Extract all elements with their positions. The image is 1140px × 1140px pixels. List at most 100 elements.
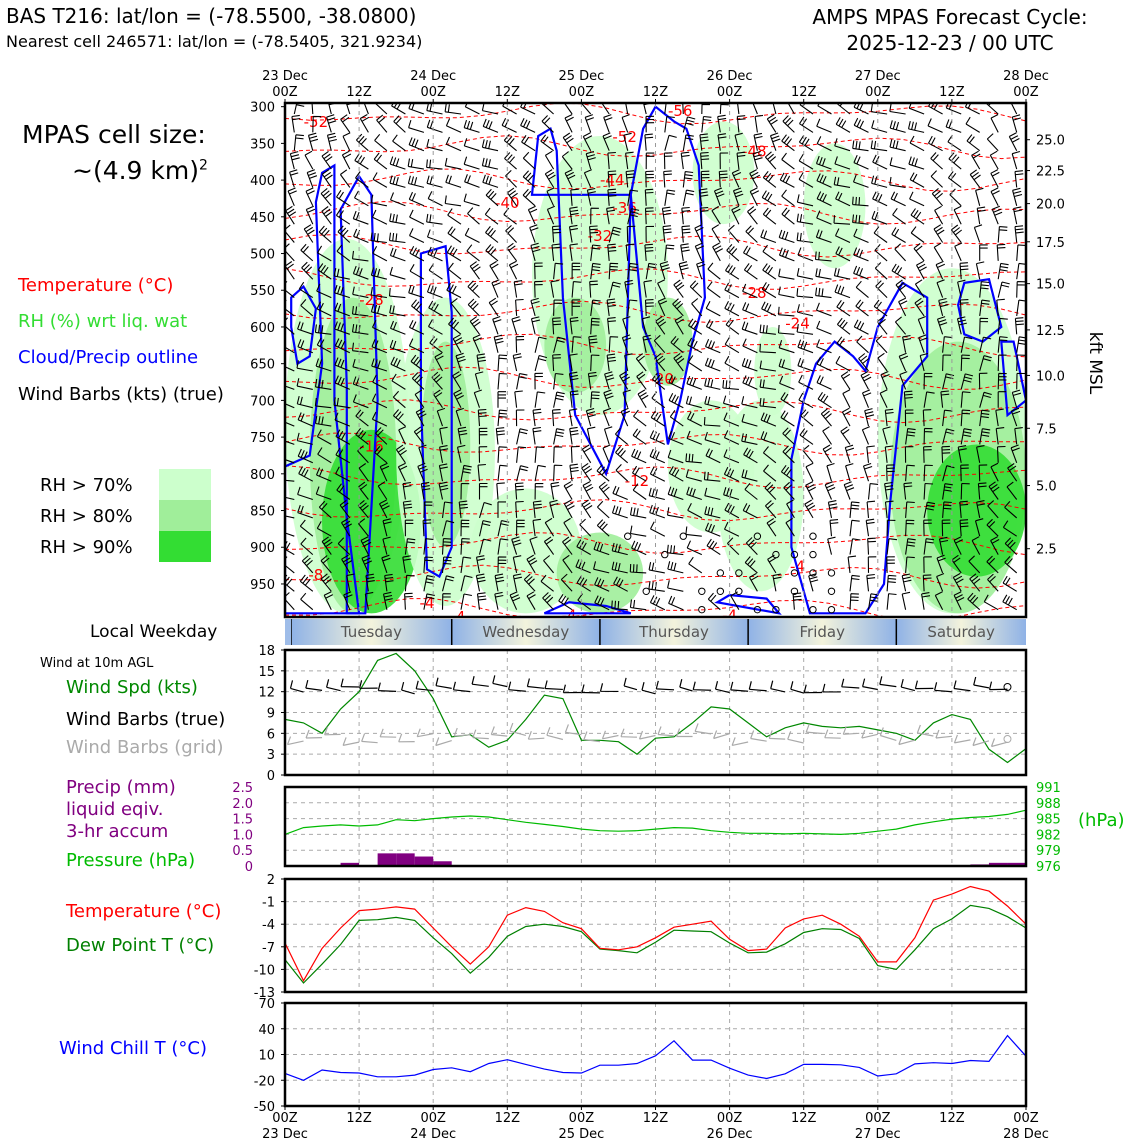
wind-barb <box>568 224 578 243</box>
wind-barb <box>950 224 963 243</box>
weekday-band <box>599 619 749 645</box>
wind-barb <box>300 299 314 317</box>
wind-barb <box>1004 537 1018 555</box>
wind-barb-true <box>599 683 619 693</box>
wind-barb <box>698 188 709 206</box>
wind-barb <box>815 302 832 317</box>
wind-barb <box>948 152 962 170</box>
wind-barb <box>596 500 610 519</box>
wind-barb <box>997 226 1008 243</box>
calm-wind-marker-grid <box>1003 735 1012 743</box>
wind-barb <box>409 245 425 262</box>
temperature-contour-label: -48 <box>742 142 767 160</box>
wind-barb <box>627 299 638 316</box>
main-y-tick-label: 550 <box>250 284 275 299</box>
wind-barb <box>398 426 407 445</box>
wind-barb <box>341 517 352 537</box>
wind-barb <box>601 103 610 115</box>
wind-barb <box>894 243 907 262</box>
wind-barb <box>843 481 855 500</box>
wind-barb-grid <box>286 736 304 746</box>
wind-barb <box>680 151 690 170</box>
wind-barb <box>602 132 612 151</box>
calm-wind-marker <box>790 569 799 577</box>
wind-barb <box>411 372 425 390</box>
wind-barb <box>871 120 888 133</box>
wind-barb-true <box>841 678 860 689</box>
wind-barb <box>550 481 560 500</box>
wind-barb <box>460 575 473 592</box>
precip-bar <box>414 856 434 866</box>
wind-barb <box>957 445 967 463</box>
legend-temperature: Temperature (°C) <box>18 275 174 296</box>
wind-barb <box>570 188 579 206</box>
wind-barb <box>456 444 466 463</box>
weekday-band <box>451 619 600 645</box>
wind-barb <box>608 226 622 243</box>
wind-barb <box>916 260 927 280</box>
wind-barb <box>534 372 543 390</box>
wind-barb <box>553 464 563 482</box>
wind-barb <box>438 463 448 482</box>
wind-barb <box>762 446 777 464</box>
wind-barb <box>316 283 332 299</box>
wind-barb <box>889 103 906 115</box>
wind-barb-grid <box>583 731 601 743</box>
wind-barb-grid <box>638 730 656 740</box>
wind-barb-true <box>401 681 415 695</box>
wind-barb <box>637 389 649 408</box>
wind-barb <box>512 555 522 574</box>
wind-barb <box>392 409 406 427</box>
main-y2-tick-label: 10.0 <box>1036 369 1065 384</box>
temperature-contour-label: -32 <box>588 227 613 245</box>
wind-barb <box>423 501 433 518</box>
wind-barb <box>516 465 529 482</box>
wind-barb <box>596 464 610 482</box>
wind-barb <box>372 172 388 188</box>
wind-barb <box>311 103 314 115</box>
wind-barb <box>476 353 486 372</box>
wind-barb <box>491 279 501 298</box>
wind-barb <box>436 407 446 427</box>
wind-barb <box>420 481 431 500</box>
legend-precip-3: 3-hr accum <box>66 821 169 842</box>
wind-barb <box>781 207 795 225</box>
cell-size-number: ~(4.9 km) <box>72 156 199 185</box>
precip-bar <box>988 862 1008 866</box>
wind-barb <box>629 599 647 611</box>
wind-barb <box>719 152 729 170</box>
wind-barb <box>685 453 702 464</box>
wind-barb <box>686 540 703 556</box>
panel-y-tick-label: -13 <box>254 986 275 1001</box>
wind-barb-true <box>679 679 693 692</box>
wind-barb <box>389 192 406 207</box>
temperature-contour <box>285 399 1026 424</box>
wind-barb <box>1011 114 1022 133</box>
wind-barb <box>285 317 295 335</box>
bottom-hour-label: 00Z <box>865 1111 891 1126</box>
wind-barb <box>481 103 499 115</box>
wind-barb <box>497 501 506 518</box>
wind-barb <box>960 336 973 353</box>
temperature-contour-label: -56 <box>668 102 693 120</box>
pressure-y2-tick-label: 991 <box>1036 781 1061 796</box>
wind-barb <box>516 428 528 445</box>
wind-barb-true <box>508 681 526 692</box>
wind-barb <box>816 118 832 133</box>
wind-barb <box>997 372 1007 390</box>
wind-barb <box>372 246 388 262</box>
wind-barb <box>673 279 685 298</box>
panel-y-tick-label: 10 <box>258 1049 275 1064</box>
wind-barb <box>664 244 675 261</box>
wind-barb-true <box>326 679 341 692</box>
wind-barb <box>726 244 740 262</box>
wind-barb <box>759 379 776 390</box>
wind-barb <box>826 462 835 482</box>
wind-barb <box>298 466 314 482</box>
wind-barb <box>815 155 832 170</box>
wind-barb <box>796 267 814 280</box>
wind-barb <box>990 187 1000 207</box>
wind-barb <box>947 134 962 152</box>
panel-y-tick-label: 70 <box>258 997 275 1012</box>
wind-barb <box>778 247 795 262</box>
